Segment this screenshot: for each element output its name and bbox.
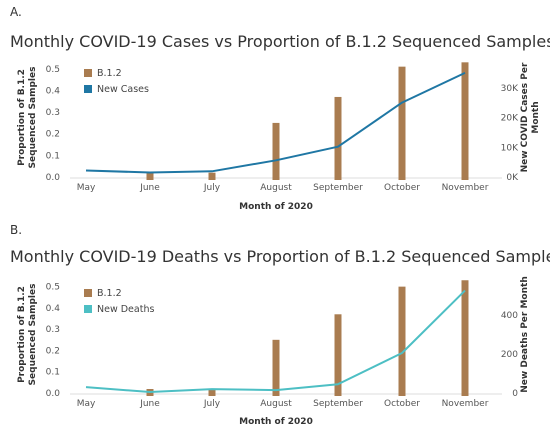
chart-title: Monthly COVID-19 Cases vs Proportion of … <box>10 32 550 51</box>
x-tick-label: June <box>139 183 160 193</box>
x-tick-label: July <box>203 183 221 193</box>
panel-label: B. <box>10 223 22 237</box>
bar-b12 <box>146 173 154 180</box>
x-tick-label: August <box>260 399 292 409</box>
bar-b12 <box>461 62 469 181</box>
x-tick-label: July <box>203 399 221 409</box>
panel-label: A. <box>10 5 22 19</box>
series-line <box>85 71 466 174</box>
legend-label: B.1.2 <box>97 68 122 79</box>
y2-tick-label: 20K <box>501 114 519 124</box>
y2-axis-title: New COVID Cases Per <box>520 62 530 172</box>
legend-swatch-b12 <box>84 289 92 297</box>
x-tick-label: August <box>260 183 292 193</box>
y-tick-label: 0.3 <box>46 325 60 335</box>
bar-b12 <box>272 339 280 396</box>
bar-b12 <box>208 172 216 180</box>
y-tick-label: 0.1 <box>46 151 60 161</box>
y2-tick-label: 400 <box>501 311 518 321</box>
y-tick-label: 0.5 <box>46 65 60 75</box>
x-axis-title: Month of 2020 <box>239 202 313 212</box>
y-tick-label: 0.0 <box>46 389 61 399</box>
y2-tick-label: 30K <box>501 84 519 94</box>
y-tick-label: 0.2 <box>46 130 60 140</box>
y2-tick-label: 10K <box>501 143 519 153</box>
y-tick-label: 0.4 <box>46 304 61 314</box>
x-tick-label: June <box>139 399 160 409</box>
legend-swatch-line <box>84 305 92 313</box>
x-tick-label: May <box>77 399 96 409</box>
bar-b12 <box>208 388 216 396</box>
y-tick-label: 0.0 <box>46 173 61 183</box>
x-tick-label: October <box>384 399 420 409</box>
x-tick-label: November <box>442 399 489 409</box>
legend-label: New Cases <box>97 84 149 95</box>
y-axis-title: Sequenced Samples <box>28 284 38 386</box>
legend-swatch-line <box>84 85 92 93</box>
bar-b12 <box>272 122 280 180</box>
bar-b12 <box>398 66 406 180</box>
x-tick-label: September <box>313 399 363 409</box>
bar-b12 <box>334 314 342 396</box>
x-axis-title: Month of 2020 <box>239 417 313 427</box>
y-axis-title: Proportion of B.1.2 <box>17 69 27 166</box>
y-axis-title: Proportion of B.1.2 <box>17 286 27 383</box>
y2-axis-title: New Deaths Per Month <box>520 276 530 392</box>
bar-b12 <box>461 280 469 396</box>
y-tick-label: 0.4 <box>46 86 61 96</box>
x-tick-label: November <box>442 183 489 193</box>
y2-tick-label: 0K <box>506 173 519 183</box>
series-line <box>85 289 466 393</box>
y-tick-label: 0.3 <box>46 108 60 118</box>
y2-tick-label: 200 <box>501 350 518 360</box>
legend-label: B.1.2 <box>97 288 122 299</box>
y-tick-label: 0.1 <box>46 368 60 378</box>
bar-b12 <box>398 286 406 396</box>
chart-title: Monthly COVID-19 Deaths vs Proportion of… <box>10 247 550 266</box>
y2-tick-label: 0 <box>512 389 518 399</box>
y2-axis-title: Month <box>531 101 541 133</box>
y-tick-label: 0.2 <box>46 346 60 356</box>
x-tick-label: October <box>384 183 420 193</box>
y-axis-title: Sequenced Samples <box>28 67 38 169</box>
legend-label: New Deaths <box>97 304 154 315</box>
bar-b12 <box>334 96 342 180</box>
y-tick-label: 0.5 <box>46 283 60 293</box>
x-tick-label: September <box>313 183 363 193</box>
x-tick-label: May <box>77 183 96 193</box>
legend-swatch-b12 <box>84 69 92 77</box>
